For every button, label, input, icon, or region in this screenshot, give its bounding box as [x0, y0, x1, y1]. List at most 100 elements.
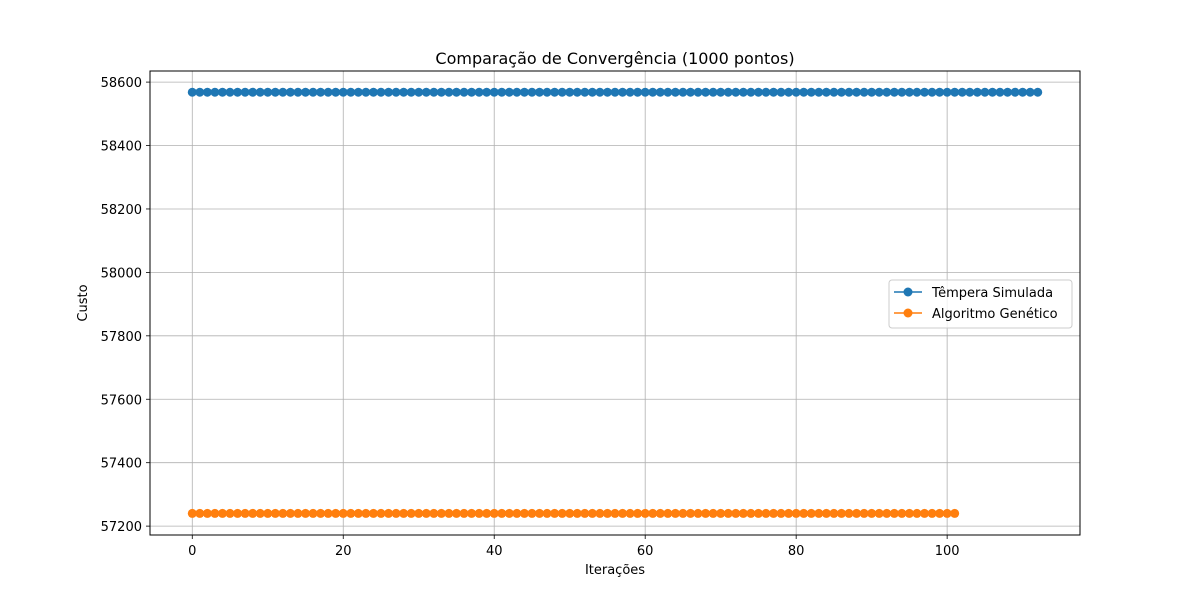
- x-tick-label: 100: [935, 544, 960, 559]
- data-point: [1018, 87, 1028, 97]
- data-point: [399, 87, 409, 97]
- data-point: [625, 508, 635, 518]
- data-point: [602, 508, 612, 518]
- data-point: [806, 508, 816, 518]
- data-point: [874, 508, 884, 518]
- data-point: [746, 508, 756, 518]
- data-point: [942, 508, 952, 518]
- data-point: [685, 87, 695, 97]
- data-point: [285, 87, 295, 97]
- data-point: [935, 87, 945, 97]
- legend: Têmpera Simulada Algoritmo Genético: [888, 279, 1073, 329]
- data-point: [829, 508, 839, 518]
- data-point: [769, 508, 779, 518]
- data-point: [331, 508, 341, 518]
- data-point: [663, 508, 673, 518]
- data-point: [889, 87, 899, 97]
- data-point: [414, 508, 424, 518]
- data-point: [565, 508, 575, 518]
- data-point: [451, 508, 461, 518]
- data-point: [316, 87, 326, 97]
- data-point: [957, 87, 967, 97]
- data-point: [285, 508, 295, 518]
- data-point: [278, 87, 288, 97]
- data-point: [331, 87, 341, 97]
- data-point: [912, 508, 922, 518]
- data-point: [919, 508, 929, 518]
- data-point: [248, 508, 258, 518]
- data-point: [210, 508, 220, 518]
- data-point: [1003, 87, 1013, 97]
- data-point: [353, 87, 363, 97]
- data-point: [1025, 87, 1035, 97]
- data-point: [738, 508, 748, 518]
- data-point: [927, 87, 937, 97]
- data-point: [829, 87, 839, 97]
- data-point: [919, 87, 929, 97]
- data-point: [187, 508, 197, 518]
- data-point: [338, 508, 348, 518]
- data-point: [255, 508, 265, 518]
- ticks: 0 20 40 60 80 100 57200 57400 57600 57800 58000 582…: [101, 76, 960, 559]
- data-point: [263, 508, 273, 518]
- data-point: [761, 87, 771, 97]
- data-point: [844, 508, 854, 518]
- x-tick-label: 0: [188, 544, 196, 559]
- data-point: [723, 508, 733, 518]
- data-point: [874, 87, 884, 97]
- data-point: [225, 87, 235, 97]
- data-point: [195, 87, 205, 97]
- data-point: [648, 508, 658, 518]
- data-point: [278, 508, 288, 518]
- y-tick-label: 58000: [101, 266, 142, 281]
- data-point: [731, 87, 741, 97]
- data-point: [353, 508, 363, 518]
- data-point: [904, 87, 914, 97]
- data-point: [293, 508, 303, 518]
- data-point: [368, 508, 378, 518]
- data-point: [693, 508, 703, 518]
- data-point: [202, 87, 212, 97]
- data-point: [376, 508, 386, 518]
- data-point: [338, 87, 348, 97]
- data-point: [935, 508, 945, 518]
- data-point: [776, 508, 786, 518]
- data-point: [467, 508, 477, 518]
- data-point: [270, 508, 280, 518]
- data-point: [670, 87, 680, 97]
- data-point: [451, 87, 461, 97]
- data-point: [852, 508, 862, 518]
- data-point: [806, 87, 816, 97]
- data-point: [255, 87, 265, 97]
- data-point: [602, 87, 612, 97]
- data-point: [738, 87, 748, 97]
- data-point: [814, 87, 824, 97]
- data-point: [1033, 87, 1043, 97]
- data-point: [625, 87, 635, 97]
- data-point: [316, 508, 326, 518]
- data-point: [346, 87, 356, 97]
- data-point: [784, 508, 794, 518]
- data-point: [678, 508, 688, 518]
- data-point: [927, 508, 937, 518]
- data-point: [950, 87, 960, 97]
- data-point: [912, 87, 922, 97]
- data-point: [368, 87, 378, 97]
- data-point: [769, 87, 779, 97]
- data-point: [882, 508, 892, 518]
- data-point: [791, 87, 801, 97]
- data-point: [346, 508, 356, 518]
- data-point: [391, 508, 401, 518]
- y-axis-label: Custo: [76, 284, 91, 321]
- data-point: [557, 508, 567, 518]
- data-point: [723, 87, 733, 97]
- legend-box: [888, 279, 1073, 329]
- data-point: [527, 87, 537, 97]
- data-point: [444, 87, 454, 97]
- data-point: [270, 87, 280, 97]
- data-point: [436, 508, 446, 518]
- data-point: [852, 87, 862, 97]
- series-1: [187, 508, 960, 518]
- data-point: [421, 508, 431, 518]
- data-point: [587, 87, 597, 97]
